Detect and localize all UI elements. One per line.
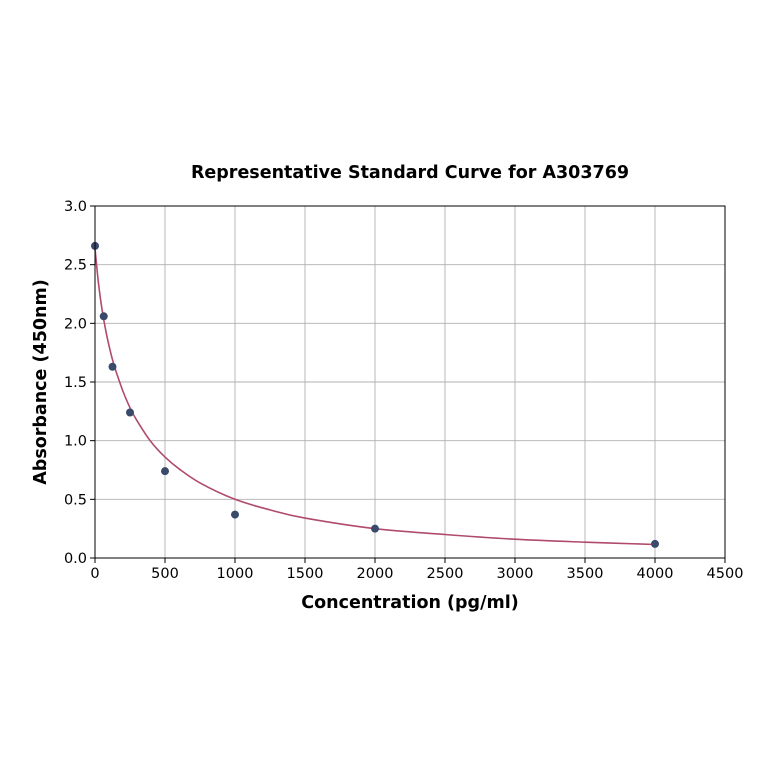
data-point — [99, 312, 108, 321]
y-tick-label: 2.0 — [64, 316, 87, 332]
x-tick-label: 4500 — [707, 566, 744, 582]
fit-curve-layer — [94, 248, 656, 546]
data-point — [126, 408, 134, 417]
data-point — [231, 510, 239, 519]
y-tick-label: 3.0 — [64, 199, 87, 215]
x-tick-label: 2500 — [427, 566, 464, 582]
x-tick-label: 500 — [151, 566, 179, 582]
x-tick-label: 3500 — [567, 566, 604, 582]
y-axis-ticks: 0.0 0.5 1.0 1.5 2.0 2.5 3.0 — [64, 199, 95, 567]
x-tick-label: 3000 — [497, 566, 534, 582]
y-tick-label: 1.5 — [64, 375, 87, 391]
x-tick-label: 4000 — [637, 566, 674, 582]
x-tick-label: 2000 — [357, 566, 394, 582]
x-tick-label: 1000 — [217, 566, 254, 582]
x-tick-label: 1500 — [287, 566, 324, 582]
data-point — [161, 467, 169, 476]
y-tick-label: 2.5 — [64, 258, 87, 274]
y-axis-label: Absorbance (450nm) — [31, 279, 51, 485]
x-tick-label: 0 — [90, 566, 99, 582]
data-point — [108, 362, 117, 371]
data-point — [371, 524, 379, 533]
data-point — [651, 539, 659, 548]
y-tick-label: 0.5 — [64, 492, 87, 508]
x-axis-label: Concentration (pg/ml) — [301, 593, 518, 613]
y-tick-label: 1.0 — [64, 434, 87, 450]
chart-title: Representative Standard Curve for A30376… — [191, 163, 629, 183]
x-axis-ticks: 0 500 1000 1500 2000 2500 3000 3500 4000 4500 — [90, 558, 743, 582]
fit-curve-line — [94, 248, 656, 546]
y-tick-label: 0.0 — [64, 551, 87, 567]
grid-layer — [94, 205, 726, 559]
